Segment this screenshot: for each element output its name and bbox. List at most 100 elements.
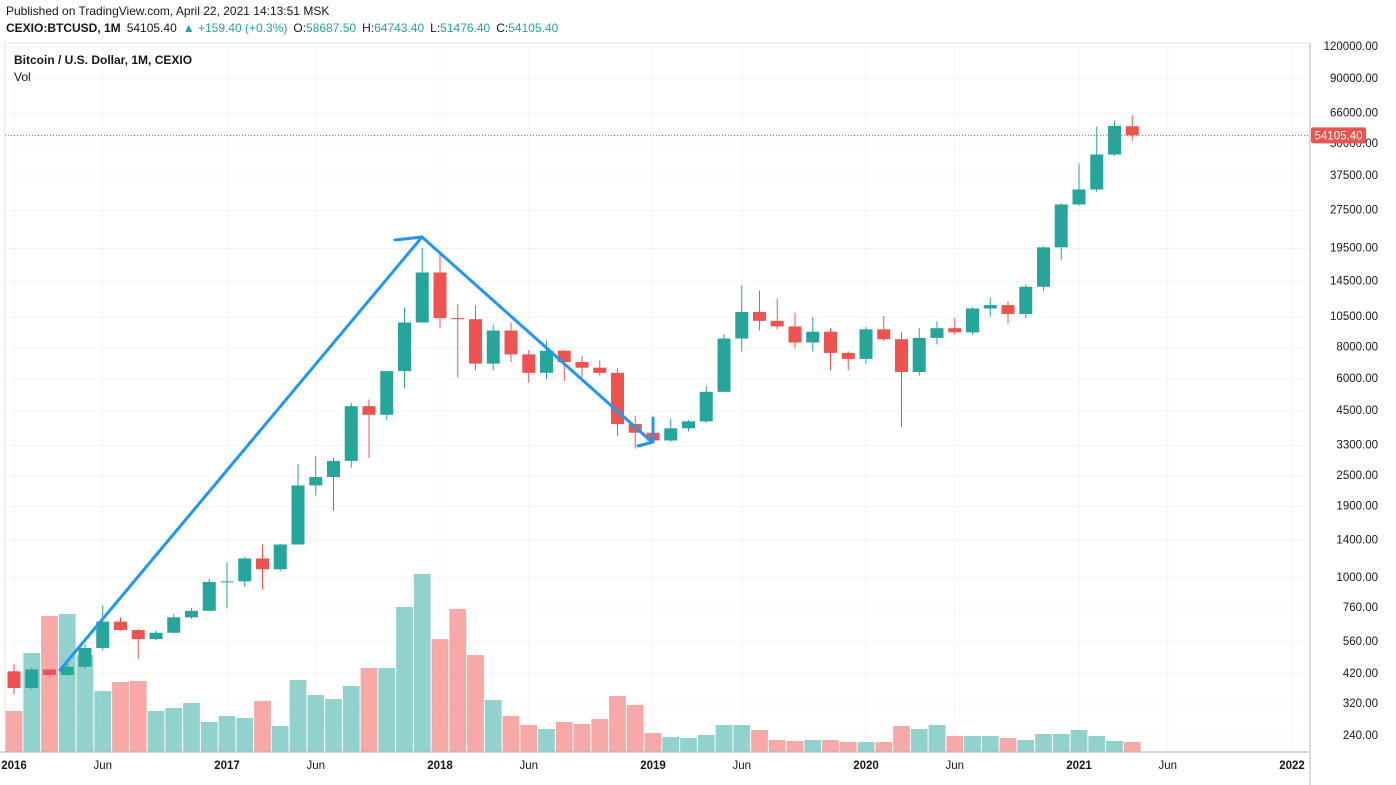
candle-body [806,331,820,343]
x-tick-label: 2022 [1279,760,1305,772]
candle-body [344,406,358,461]
volume-bar [58,614,76,752]
volume-bar [342,686,360,752]
x-tick-label: 2018 [427,760,453,772]
candle-body [948,328,962,333]
candle-body [43,669,56,675]
candle-body [362,406,376,415]
y-tick-label: 1000.00 [1336,572,1378,584]
x-tick-label: 2021 [1066,760,1092,772]
candle-body [788,326,802,343]
volume-bar [555,722,573,752]
volume-bar [964,736,981,752]
volume-bar [1106,741,1123,752]
candle-body [486,330,500,364]
volume-bar [786,741,804,752]
candle-body [983,305,997,309]
last-price: 54105.40 [5,127,1366,144]
volume-bar [715,725,733,752]
y-tick-label: 3300.00 [1336,439,1378,451]
candle-body [575,362,589,368]
last-price-label: 54105.40 [1315,130,1363,142]
candle-body [380,371,394,415]
volume-bar [1035,734,1052,752]
y-tick-label: 19500.00 [1330,242,1378,254]
candle-body [415,272,429,323]
candle-body [131,630,145,640]
volume-bar [520,725,538,752]
volume-bar [1017,740,1035,752]
candle-body [185,610,198,618]
candle-body [60,666,74,675]
volume-bar [609,696,626,752]
volume-bar [94,691,112,752]
y-tick-label: 760.00 [1343,602,1378,614]
candle-body [1108,125,1121,155]
candle-body [149,632,163,640]
volume-bar [733,725,751,752]
y-tick-label: 1400.00 [1336,534,1378,546]
candle-body [469,319,482,364]
volume-bar [893,726,910,752]
volume-bar [200,722,218,752]
volume-pane [5,574,1141,752]
candle-body [433,272,447,319]
legend-title: Bitcoin / U.S. Dollar, 1M, CEXIO [14,53,192,67]
candle-body [451,318,465,320]
volume-bar [857,742,875,752]
candle-body [1090,154,1104,190]
volume-bar [662,737,680,752]
candle-body [522,354,536,373]
x-tick-label: 2017 [214,760,240,772]
volume-bar [183,703,200,752]
volume-bar [76,655,94,752]
volume-bar [431,639,449,752]
volume-bar [697,735,715,752]
candle-body [841,352,855,359]
volume-bar [1052,734,1070,752]
volume-bar [1088,736,1106,752]
candle-body [540,350,553,373]
candle-body [291,485,305,545]
volume-bar [946,736,964,752]
candle-body [966,308,979,333]
ohlc-value: 54105.40 [508,21,558,35]
x-tick-label: Jun [306,760,325,772]
candle-body [770,320,784,327]
candle-body [273,544,287,570]
volume-bar [751,730,768,752]
arrow-head [393,235,424,242]
candle-body [735,311,749,339]
x-tick-label: 2019 [640,760,666,772]
candle-body [930,328,944,338]
volume-bar [999,738,1017,752]
volume-bar [804,740,822,752]
y-tick-label: 2500.00 [1336,470,1378,482]
grid [5,44,1310,752]
candle-body [220,581,234,583]
candle-body [682,421,695,429]
candle-body [202,581,216,611]
volume-bar [626,705,644,752]
candle-body [256,558,269,570]
volume-bar [1070,730,1088,752]
volume-bar [325,699,342,752]
candle-body [664,428,678,441]
candle-body [859,329,873,359]
volume-bar [147,711,165,752]
y-tick-label: 1900.00 [1336,501,1378,513]
y-tick-label: 560.00 [1343,636,1378,648]
x-tick-label: Jun [519,760,538,772]
volume-bar [484,700,502,752]
legend-volume: Vol [14,70,31,84]
candle-body [1019,286,1033,314]
candle-body [309,477,323,486]
candle-body [238,558,252,582]
volume-bar [467,655,484,752]
volume-bar [413,574,431,752]
volume-bar [41,616,58,752]
candle-body [96,621,110,648]
candle-body [504,330,518,355]
